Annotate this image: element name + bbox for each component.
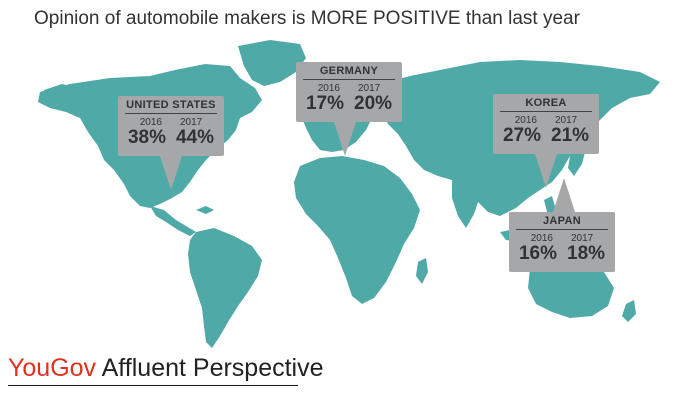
callout-year-a: 2016: [514, 115, 537, 126]
alaska: [44, 84, 78, 104]
brand-logo: YouGov: [8, 354, 97, 382]
callout-country: JAPAN: [516, 212, 608, 230]
callout-year-a: 2016: [530, 233, 553, 244]
central-america: [150, 206, 196, 236]
callout-year-b: 2017: [555, 115, 578, 126]
callout-country: KOREA: [500, 94, 592, 112]
callout-year-b: 2017: [571, 233, 594, 244]
callout-country: UNITED STATES: [125, 96, 217, 114]
australia: [528, 258, 614, 318]
callout-value-b: 44%: [176, 127, 215, 148]
page-title: Opinion of automobile makers is MORE POS…: [34, 8, 580, 29]
callout-pointer: [553, 178, 575, 212]
callout-value-b: 20%: [354, 93, 393, 114]
callout-value-a: 27%: [502, 125, 541, 146]
callout-value-b: 21%: [551, 125, 590, 146]
callout-pointer: [334, 122, 356, 156]
callout-year-a: 2016: [139, 117, 162, 128]
callout-japan: JAPAN 2016 2017 16% 18%: [509, 178, 615, 272]
south-america: [188, 228, 262, 348]
callout-value-a: 16%: [518, 243, 557, 264]
callout-pointer: [160, 156, 182, 190]
madagascar: [416, 258, 428, 284]
callout-year-a: 2016: [317, 83, 340, 94]
callout-country: GERMANY: [303, 62, 395, 80]
callout-germany: GERMANY 2016 2017 17% 20%: [296, 62, 402, 156]
callout-year-b: 2017: [180, 117, 203, 128]
caribbean: [196, 206, 214, 214]
callout-value-a: 38%: [127, 127, 166, 148]
callout-value-a: 17%: [305, 93, 344, 114]
callout-value-b: 18%: [567, 243, 606, 264]
callout-united-states: UNITED STATES 2016 2017 38% 44%: [118, 96, 224, 190]
callout-korea: KOREA 2016 2017 27% 21%: [493, 94, 599, 188]
footer-logo: YouGov Affluent Perspective: [8, 354, 324, 383]
greenland: [238, 40, 306, 86]
new-zealand: [622, 300, 636, 322]
africa: [294, 156, 420, 304]
india: [452, 180, 480, 228]
footer-divider: [8, 385, 298, 386]
callout-year-b: 2017: [358, 83, 381, 94]
callout-pointer: [535, 154, 557, 188]
brand-tagline: Affluent Perspective: [101, 354, 324, 382]
